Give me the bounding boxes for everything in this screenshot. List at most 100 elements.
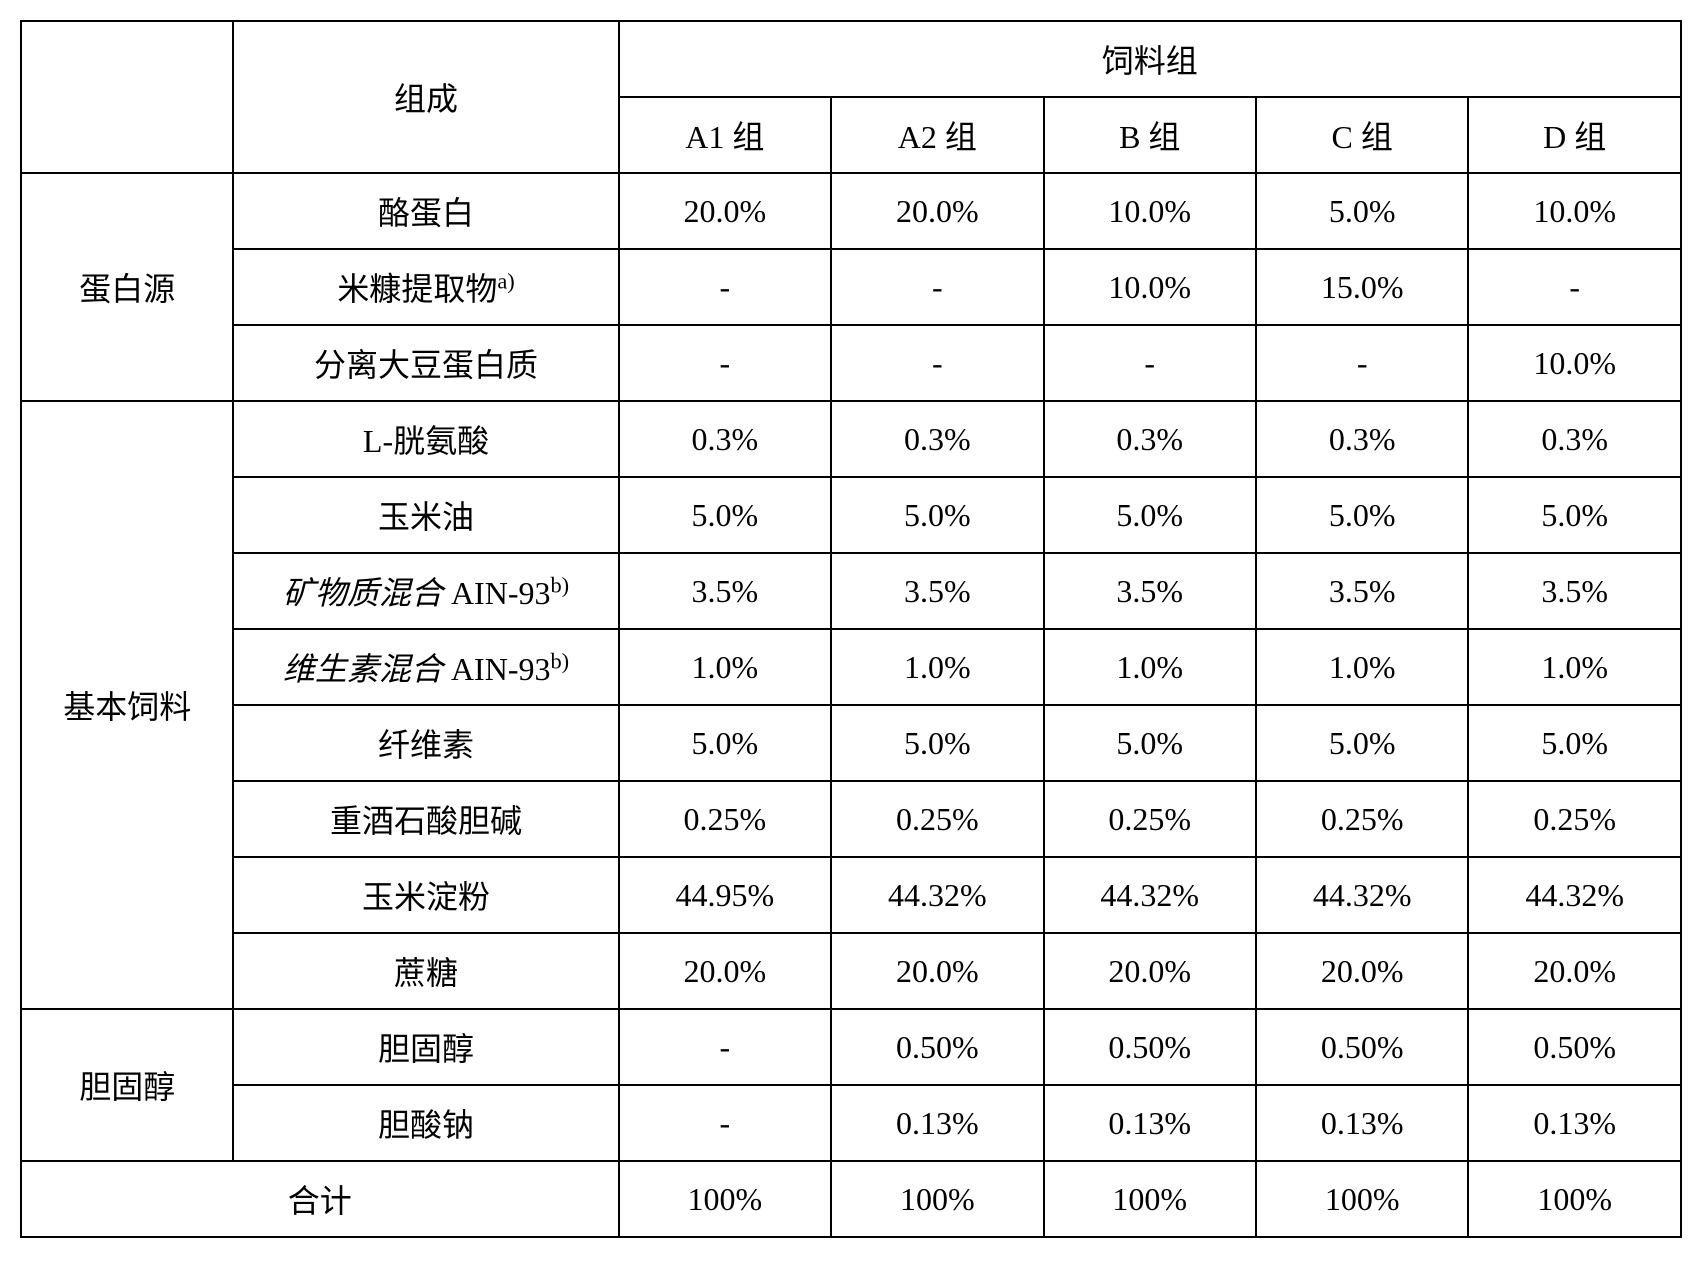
- val-cell: 20.0%: [1044, 933, 1256, 1009]
- val-cell: 100%: [1256, 1161, 1468, 1237]
- val-cell: 3.5%: [1468, 553, 1681, 629]
- val-cell: -: [1044, 325, 1256, 401]
- table-row: 矿物质混合 AIN-93b) 3.5% 3.5% 3.5% 3.5% 3.5%: [21, 553, 1681, 629]
- val-cell: 5.0%: [619, 705, 831, 781]
- val-cell: 5.0%: [619, 477, 831, 553]
- val-cell: 0.50%: [1044, 1009, 1256, 1085]
- val-cell: 20.0%: [619, 173, 831, 249]
- val-cell: -: [831, 249, 1043, 325]
- comp-text-ital: 维生素混合: [283, 651, 443, 687]
- val-cell: -: [619, 1085, 831, 1161]
- val-cell: 1.0%: [619, 629, 831, 705]
- val-cell: 0.50%: [1468, 1009, 1681, 1085]
- val-cell: 100%: [831, 1161, 1043, 1237]
- sup-note: b): [550, 572, 569, 597]
- val-cell: 0.25%: [1044, 781, 1256, 857]
- table-row: 胆酸钠 - 0.13% 0.13% 0.13% 0.13%: [21, 1085, 1681, 1161]
- val-cell: 20.0%: [831, 933, 1043, 1009]
- table-row: 蔗糖 20.0% 20.0% 20.0% 20.0% 20.0%: [21, 933, 1681, 1009]
- header-feed-group: 饲料组: [619, 21, 1681, 97]
- val-cell: 1.0%: [1468, 629, 1681, 705]
- val-cell: 10.0%: [1468, 325, 1681, 401]
- val-cell: 0.13%: [1044, 1085, 1256, 1161]
- val-cell: 5.0%: [1256, 173, 1468, 249]
- val-cell: 3.5%: [831, 553, 1043, 629]
- comp-cell: 米糠提取物a): [233, 249, 618, 325]
- val-cell: 0.25%: [1256, 781, 1468, 857]
- comp-cell: 酪蛋白: [233, 173, 618, 249]
- total-row: 合计 100% 100% 100% 100% 100%: [21, 1161, 1681, 1237]
- val-cell: 0.25%: [831, 781, 1043, 857]
- val-cell: 44.32%: [831, 857, 1043, 933]
- val-cell: 1.0%: [1044, 629, 1256, 705]
- val-cell: 0.13%: [831, 1085, 1043, 1161]
- val-cell: 20.0%: [1468, 933, 1681, 1009]
- val-cell: 5.0%: [831, 477, 1043, 553]
- val-cell: 5.0%: [831, 705, 1043, 781]
- sup-note: a): [497, 268, 514, 293]
- val-cell: -: [619, 1009, 831, 1085]
- val-cell: 20.0%: [831, 173, 1043, 249]
- val-cell: 44.32%: [1468, 857, 1681, 933]
- comp-cell: 玉米油: [233, 477, 618, 553]
- val-cell: -: [1468, 249, 1681, 325]
- sup-note: b): [550, 648, 569, 673]
- val-cell: 5.0%: [1256, 705, 1468, 781]
- val-cell: 0.25%: [1468, 781, 1681, 857]
- val-cell: 1.0%: [1256, 629, 1468, 705]
- table-row: 重酒石酸胆碱 0.25% 0.25% 0.25% 0.25% 0.25%: [21, 781, 1681, 857]
- comp-cell: 重酒石酸胆碱: [233, 781, 618, 857]
- col-d: D 组: [1468, 97, 1681, 173]
- val-cell: 44.32%: [1044, 857, 1256, 933]
- val-cell: 100%: [1468, 1161, 1681, 1237]
- category-protein: 蛋白源: [21, 173, 233, 401]
- total-label: 合计: [21, 1161, 619, 1237]
- col-a2: A2 组: [831, 97, 1043, 173]
- header-row-1: 组成 饲料组: [21, 21, 1681, 97]
- comp-text-mid: AIN-93: [443, 575, 551, 611]
- val-cell: 0.13%: [1256, 1085, 1468, 1161]
- val-cell: 100%: [619, 1161, 831, 1237]
- col-c: C 组: [1256, 97, 1468, 173]
- val-cell: 15.0%: [1256, 249, 1468, 325]
- val-cell: 10.0%: [1044, 173, 1256, 249]
- comp-cell: 纤维素: [233, 705, 618, 781]
- comp-text-ital: 矿物质混合: [283, 575, 443, 611]
- comp-cell: 维生素混合 AIN-93b): [233, 629, 618, 705]
- val-cell: 5.0%: [1468, 477, 1681, 553]
- val-cell: 100%: [1044, 1161, 1256, 1237]
- val-cell: 0.3%: [1044, 401, 1256, 477]
- comp-cell: 胆酸钠: [233, 1085, 618, 1161]
- val-cell: 0.3%: [1256, 401, 1468, 477]
- header-composition: 组成: [233, 21, 618, 173]
- val-cell: 5.0%: [1468, 705, 1681, 781]
- feed-composition-table-wrap: 组成 饲料组 A1 组 A2 组 B 组 C 组 D 组 蛋白源 酪蛋白 20.…: [20, 20, 1682, 1238]
- val-cell: 44.32%: [1256, 857, 1468, 933]
- table-row: 玉米淀粉 44.95% 44.32% 44.32% 44.32% 44.32%: [21, 857, 1681, 933]
- table-row: 玉米油 5.0% 5.0% 5.0% 5.0% 5.0%: [21, 477, 1681, 553]
- val-cell: 0.50%: [1256, 1009, 1468, 1085]
- comp-text-mid: AIN-93: [443, 651, 551, 687]
- category-cholesterol: 胆固醇: [21, 1009, 233, 1161]
- comp-text: 米糠提取物: [337, 271, 497, 307]
- col-b: B 组: [1044, 97, 1256, 173]
- val-cell: -: [1256, 325, 1468, 401]
- val-cell: 10.0%: [1044, 249, 1256, 325]
- val-cell: 3.5%: [619, 553, 831, 629]
- col-a1: A1 组: [619, 97, 831, 173]
- val-cell: 0.25%: [619, 781, 831, 857]
- header-blank: [21, 21, 233, 173]
- table-row: 分离大豆蛋白质 - - - - 10.0%: [21, 325, 1681, 401]
- table-row: 蛋白源 酪蛋白 20.0% 20.0% 10.0% 5.0% 10.0%: [21, 173, 1681, 249]
- comp-cell: 分离大豆蛋白质: [233, 325, 618, 401]
- val-cell: 5.0%: [1256, 477, 1468, 553]
- val-cell: 20.0%: [1256, 933, 1468, 1009]
- val-cell: -: [619, 249, 831, 325]
- val-cell: -: [831, 325, 1043, 401]
- table-row: 米糠提取物a) - - 10.0% 15.0% -: [21, 249, 1681, 325]
- val-cell: 5.0%: [1044, 477, 1256, 553]
- val-cell: 10.0%: [1468, 173, 1681, 249]
- val-cell: 20.0%: [619, 933, 831, 1009]
- table-row: 维生素混合 AIN-93b) 1.0% 1.0% 1.0% 1.0% 1.0%: [21, 629, 1681, 705]
- comp-cell: 胆固醇: [233, 1009, 618, 1085]
